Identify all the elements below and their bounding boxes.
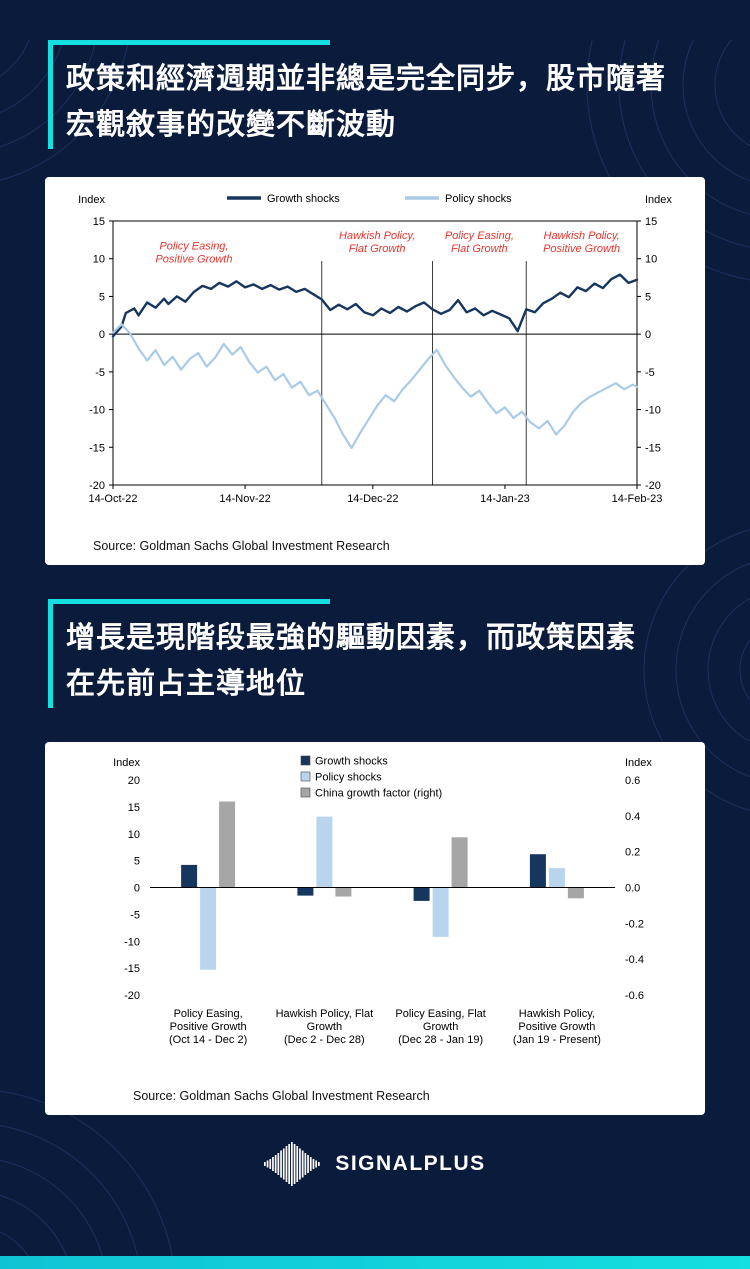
svg-text:-10: -10: [645, 404, 661, 416]
svg-text:Policy shocks: Policy shocks: [315, 771, 382, 783]
page: 政策和經濟週期並非總是完全同步，股市隨著 宏觀敘事的改變不斷波動 15 15 10 1…: [0, 40, 750, 1187]
svg-text:(Dec 2 - Dec 28): (Dec 2 - Dec 28): [284, 1034, 365, 1046]
accent-left-bar-2: [48, 598, 53, 708]
svg-text:14-Nov-22: 14-Nov-22: [219, 493, 270, 505]
headline-1-line-1: 政策和經濟週期並非總是完全同步，股市隨著: [66, 63, 667, 95]
svg-text:-0.6: -0.6: [625, 990, 644, 1002]
svg-text:Positive Growth: Positive Growth: [155, 253, 232, 265]
svg-text:0.2: 0.2: [625, 846, 640, 858]
svg-text:10: 10: [645, 253, 657, 265]
svg-text:14-Dec-22: 14-Dec-22: [347, 493, 398, 505]
footer-brand-row: SIGNALPLUS: [0, 1141, 750, 1187]
svg-text:(Oct 14 - Dec 2): (Oct 14 - Dec 2): [169, 1034, 247, 1046]
svg-text:0: 0: [134, 882, 140, 894]
svg-text:0.0: 0.0: [625, 882, 640, 894]
svg-text:-15: -15: [89, 442, 105, 454]
svg-text:10: 10: [93, 253, 105, 265]
svg-text:Positive Growth: Positive Growth: [518, 1021, 595, 1033]
svg-text:-5: -5: [645, 367, 655, 379]
svg-text:Hawkish Policy, Flat: Hawkish Policy, Flat: [276, 1008, 374, 1020]
svg-text:Policy Easing,: Policy Easing,: [174, 1008, 243, 1020]
chart-card-line: 15 15 10 10 5 5 0 0 -5 -5 -10 -10 -15 -15 -20 -20 14-Oct…: [45, 176, 705, 565]
svg-text:Positive Growth: Positive Growth: [170, 1021, 247, 1033]
accent-top-bar-1: [48, 40, 330, 45]
page-title-2: 增長是現階段最強的驅動因素，而政策因素 在先前占主導地位: [66, 615, 705, 708]
headline-section-1: 政策和經濟週期並非總是完全同步，股市隨著 宏觀敘事的改變不斷波動: [48, 40, 705, 149]
svg-text:Index: Index: [645, 194, 672, 206]
svg-text:(Jan 19 - Present): (Jan 19 - Present): [513, 1034, 601, 1046]
svg-text:10: 10: [128, 828, 140, 840]
shock-factor-bar-chart: 20 15 10 5 0 -5 -10 -15 -20 0.6 0.4 0.2 0.0 -0.2 -0.4 -…: [45, 750, 705, 1085]
svg-text:Policy Easing, Flat: Policy Easing, Flat: [395, 1008, 485, 1020]
svg-text:0: 0: [645, 329, 651, 341]
svg-text:-0.2: -0.2: [625, 918, 644, 930]
svg-text:14-Oct-22: 14-Oct-22: [89, 493, 138, 505]
svg-text:15: 15: [128, 801, 140, 813]
svg-text:Index: Index: [78, 194, 105, 206]
svg-text:-5: -5: [95, 367, 105, 379]
accent-top-bar-2: [48, 598, 330, 604]
svg-text:-0.4: -0.4: [625, 954, 644, 966]
svg-text:Growth: Growth: [307, 1021, 342, 1033]
svg-text:Growth shocks: Growth shocks: [267, 193, 340, 205]
svg-text:Policy shocks: Policy shocks: [445, 193, 512, 205]
svg-text:Hawkish Policy,: Hawkish Policy,: [544, 230, 620, 242]
svg-text:Policy Easing,: Policy Easing,: [159, 240, 228, 252]
chart-source-1: Source: Goldman Sachs Global Investment …: [93, 538, 390, 553]
chart-card-bars: 20 15 10 5 0 -5 -10 -15 -20 0.6 0.4 0.2 0.0 -0.2 -0.4 -…: [45, 741, 705, 1115]
svg-text:5: 5: [99, 291, 105, 303]
svg-text:Growth: Growth: [423, 1021, 458, 1033]
svg-text:-20: -20: [124, 990, 140, 1002]
svg-text:-15: -15: [124, 963, 140, 975]
svg-text:-20: -20: [645, 480, 661, 492]
svg-text:Hawkish Policy,: Hawkish Policy,: [339, 230, 415, 242]
svg-text:-10: -10: [124, 936, 140, 948]
svg-text:Index: Index: [625, 757, 652, 769]
signalplus-waveform-icon: [264, 1141, 321, 1186]
svg-text:-5: -5: [130, 909, 140, 921]
headline-1-line-2: 宏觀敘事的改變不斷波動: [66, 109, 397, 142]
svg-text:5: 5: [645, 291, 651, 303]
svg-text:(Dec 28 - Jan 19): (Dec 28 - Jan 19): [398, 1034, 483, 1046]
headline-section-2: 增長是現階段最強的驅動因素，而政策因素 在先前占主導地位: [48, 598, 705, 708]
svg-text:0.6: 0.6: [625, 775, 640, 787]
svg-text:20: 20: [128, 775, 140, 787]
svg-text:5: 5: [134, 855, 140, 867]
bottom-accent-bar: [0, 1256, 750, 1269]
svg-text:-15: -15: [645, 442, 661, 454]
growth-policy-shocks-line-chart: 15 15 10 10 5 5 0 0 -5 -5 -10 -10 -15 -15 -20 -20 14-Oct…: [45, 185, 705, 535]
svg-text:China growth factor (right): China growth factor (right): [315, 787, 442, 799]
svg-text:15: 15: [645, 216, 657, 228]
accent-left-bar-1: [48, 40, 53, 149]
svg-text:15: 15: [93, 216, 105, 228]
svg-text:Flat Growth: Flat Growth: [451, 243, 508, 255]
svg-text:Positive Growth: Positive Growth: [543, 243, 620, 255]
page-title-1: 政策和經濟週期並非總是完全同步，股市隨著 宏觀敘事的改變不斷波動: [66, 56, 705, 149]
svg-text:-20: -20: [89, 480, 105, 492]
chart-source-2: Source: Goldman Sachs Global Investment …: [133, 1088, 430, 1103]
svg-text:Growth shocks: Growth shocks: [315, 755, 388, 767]
svg-text:14-Feb-23: 14-Feb-23: [612, 493, 663, 505]
headline-2-line-2: 在先前占主導地位: [66, 668, 307, 701]
svg-text:Policy Easing,: Policy Easing,: [445, 230, 514, 242]
headline-2-line-1: 增長是現階段最強的驅動因素，而政策因素: [66, 621, 637, 654]
svg-text:14-Jan-23: 14-Jan-23: [480, 493, 530, 505]
svg-text:0: 0: [99, 329, 105, 341]
svg-text:0.4: 0.4: [625, 810, 640, 822]
svg-text:Hawkish Policy,: Hawkish Policy,: [519, 1008, 595, 1020]
svg-text:Flat Growth: Flat Growth: [349, 243, 406, 255]
svg-text:-10: -10: [89, 404, 105, 416]
svg-text:Index: Index: [113, 757, 140, 769]
brand-name: SIGNALPLUS: [335, 1151, 486, 1175]
